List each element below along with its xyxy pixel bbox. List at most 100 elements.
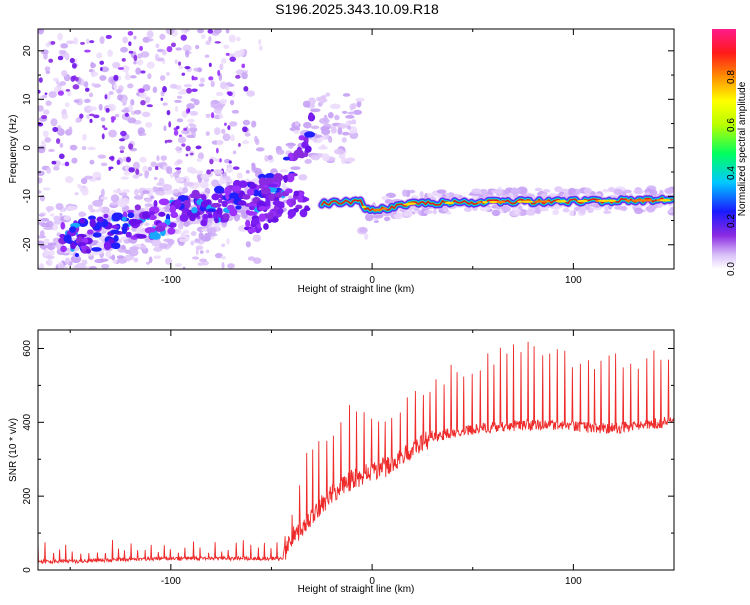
noise-blob (45, 100, 52, 106)
ridge-haze (670, 206, 674, 211)
noise-blob (178, 134, 183, 138)
noise-blob (133, 109, 142, 115)
noise-blob (89, 113, 95, 117)
ridge-haze (562, 207, 570, 213)
noise-blob (213, 29, 222, 34)
noise-blob (100, 263, 110, 269)
noise-blob (84, 87, 90, 92)
noise-blob (117, 94, 123, 101)
x-tick-label: 100 (565, 576, 582, 587)
noise-blob (65, 89, 70, 92)
noise-blob (120, 46, 128, 53)
noise-blob (187, 108, 191, 113)
noise-blob (162, 102, 168, 106)
ridge-haze (116, 255, 125, 259)
noise-blob (86, 114, 90, 120)
noise-blob (111, 254, 116, 261)
ridge-haze (525, 208, 536, 216)
ridge-haze (40, 222, 50, 228)
branch-blob (144, 227, 156, 234)
noise-blob (220, 81, 227, 90)
noise-blob (60, 43, 69, 49)
spectrogram-frame (37, 28, 675, 270)
noise-blob (122, 36, 129, 44)
branch-blob (276, 207, 284, 215)
noise-blob (190, 240, 195, 246)
noise-blob (165, 29, 175, 35)
ridge-haze (568, 187, 576, 194)
noise-blob (133, 35, 137, 40)
noise-blob (175, 146, 180, 151)
noise-blob (46, 167, 52, 174)
branch-blob (267, 183, 278, 188)
noise-blob (81, 146, 87, 151)
noise-blob (57, 90, 65, 96)
ridge-haze (584, 205, 590, 210)
noise-blob (228, 34, 236, 43)
branch-blob (258, 177, 266, 186)
noise-blob (50, 40, 56, 45)
noise-blob (120, 176, 129, 180)
noise-blob (181, 143, 186, 147)
branch-blob (77, 242, 87, 246)
noise-blob (189, 124, 197, 129)
branch-blob (258, 205, 267, 211)
noise-blob (218, 115, 224, 119)
ridge-haze (267, 155, 273, 160)
ridge-haze (352, 109, 363, 115)
colorbar-label: Normalized spectral amplitude (737, 81, 748, 216)
noise-blob (114, 113, 120, 118)
noise-blob (108, 91, 114, 96)
noise-blob (199, 250, 204, 254)
noise-blob (223, 44, 230, 50)
branch-blob (89, 218, 96, 228)
noise-blob (255, 147, 265, 152)
noise-blob (142, 36, 150, 43)
noise-blob (100, 66, 110, 73)
ridge-haze (200, 173, 210, 180)
noise-blob (100, 206, 110, 214)
noise-blob (38, 77, 43, 83)
noise-blob (136, 59, 144, 66)
noise-blob (146, 61, 155, 69)
noise-blob (48, 58, 54, 63)
track-peak (555, 200, 562, 203)
noise-blob (242, 140, 250, 145)
noise-blob (88, 92, 94, 98)
noise-blob (56, 126, 61, 133)
noise-blob (132, 161, 140, 170)
noise-blob (81, 188, 89, 196)
track-peak (607, 199, 617, 202)
noise-blob (48, 91, 57, 98)
ridge-haze (667, 209, 674, 213)
track-peak (533, 200, 544, 203)
noise-blob (135, 67, 142, 75)
ridge-haze (264, 155, 269, 162)
track-peak (482, 201, 488, 204)
noise-blob (208, 62, 212, 68)
branch-blob (227, 204, 235, 211)
snr-marks (38, 341, 674, 565)
noise-blob (160, 97, 164, 101)
ridge-haze (602, 188, 610, 193)
noise-blob (221, 128, 226, 135)
ridge-haze (183, 220, 190, 227)
noise-blob (140, 100, 146, 106)
ridge-haze (552, 209, 560, 215)
ridge-haze (479, 189, 488, 193)
noise-blob (220, 57, 227, 64)
ridge-haze (381, 195, 390, 201)
noise-blob (229, 121, 238, 127)
ridge-haze (432, 209, 437, 215)
noise-blob (205, 40, 211, 46)
branch-blob (60, 245, 67, 253)
noise-blob (89, 118, 93, 124)
ridge-haze (603, 210, 612, 215)
branch-blob (134, 204, 141, 211)
noise-blob (38, 105, 44, 112)
noise-blob (110, 116, 116, 121)
noise-blob (142, 84, 151, 92)
ridge-haze (144, 222, 150, 227)
